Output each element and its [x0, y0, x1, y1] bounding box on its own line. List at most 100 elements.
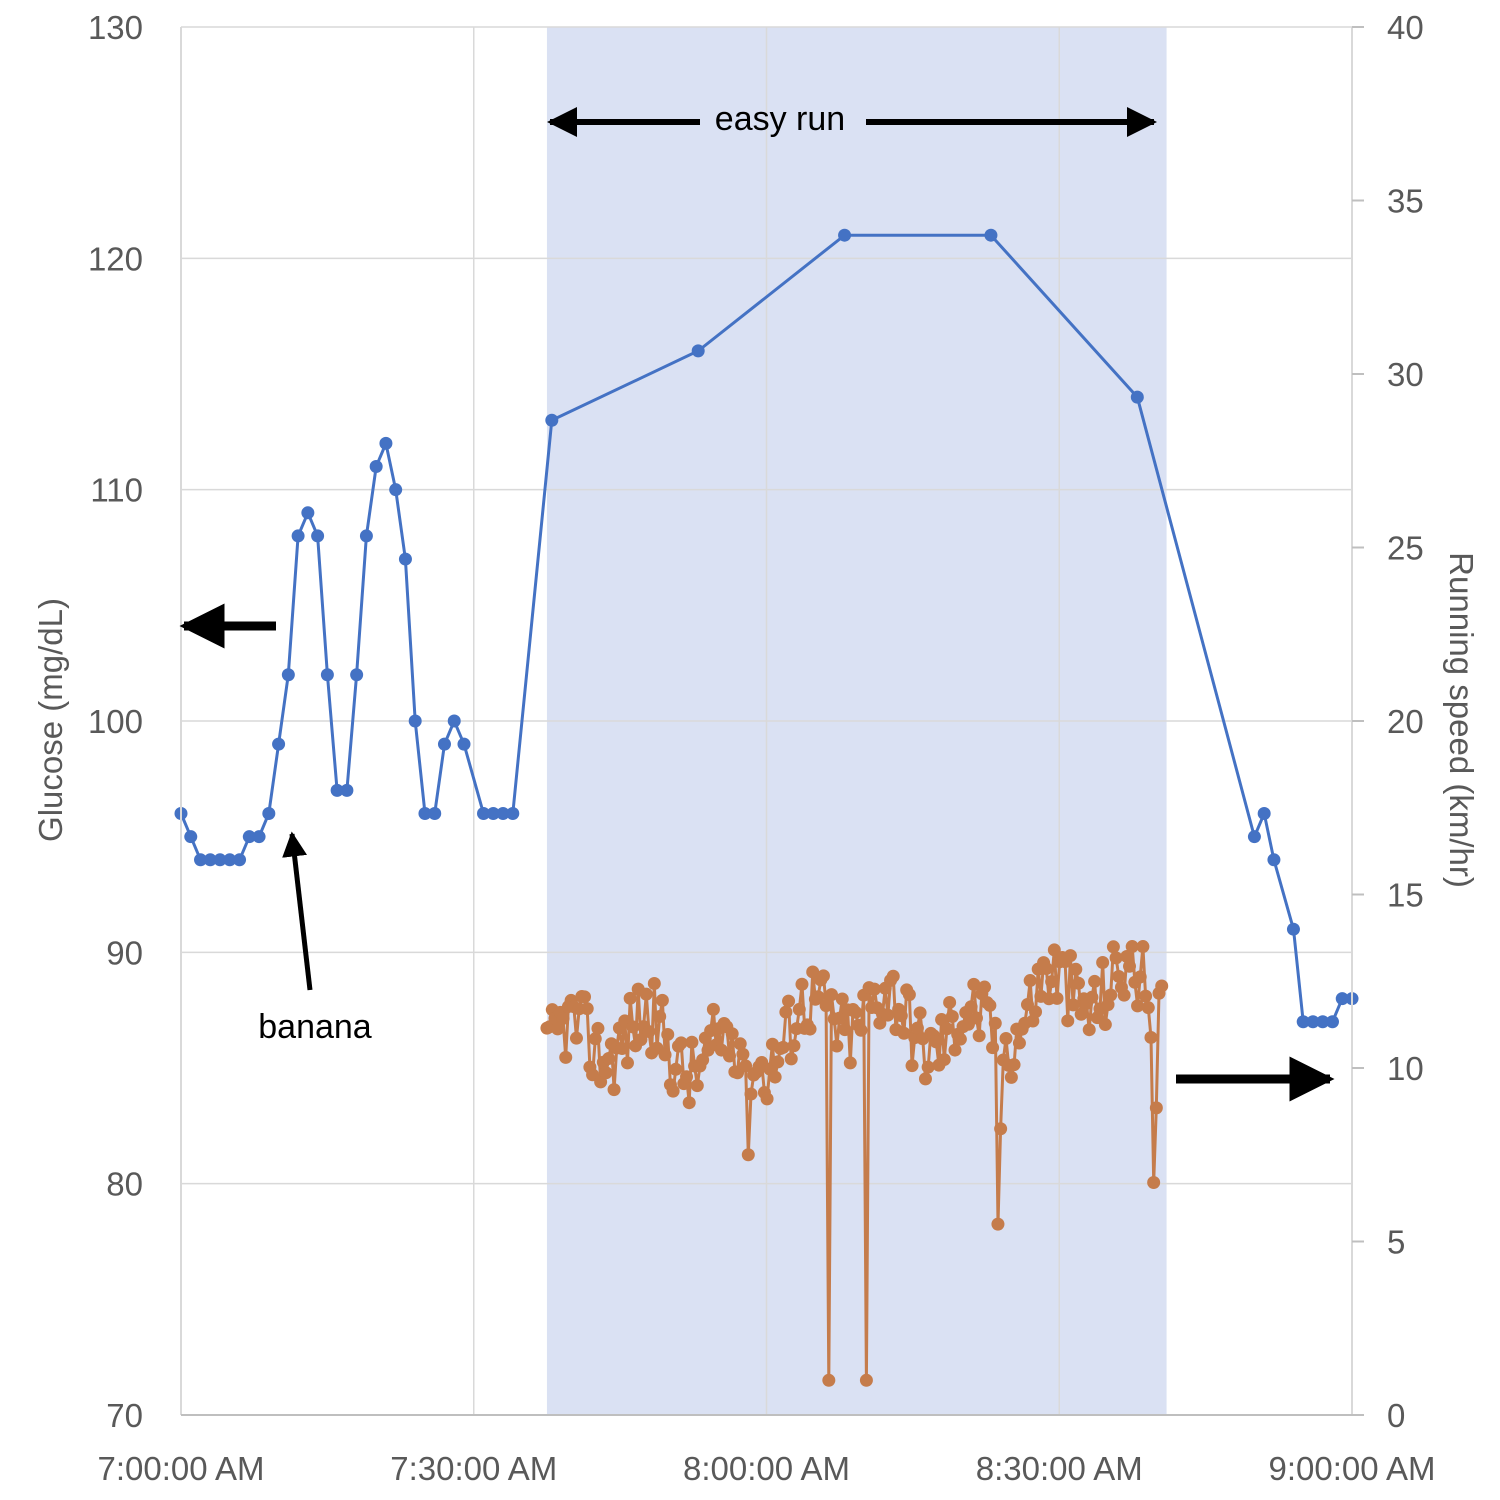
banana-arrow — [282, 831, 313, 991]
running-speed-point — [969, 1011, 983, 1025]
glucose-point — [418, 807, 432, 821]
running-speed-point — [937, 1053, 951, 1067]
running-speed-point — [615, 1042, 629, 1056]
running-speed-point — [599, 1066, 613, 1080]
glucose-point — [350, 668, 364, 682]
running-speed-point — [591, 1021, 605, 1035]
left-axis-tick-label: 100 — [88, 703, 143, 740]
running-speed-point — [940, 1022, 954, 1036]
glucose-point — [486, 807, 500, 821]
running-speed-point — [792, 1002, 806, 1016]
glucose-point — [408, 714, 422, 728]
running-speed-point — [690, 1079, 704, 1093]
glucose-point — [457, 737, 471, 751]
running-speed-point — [602, 1052, 616, 1066]
glucose-point — [447, 714, 461, 728]
glucose-point — [984, 228, 998, 242]
running-speed-point — [1085, 990, 1099, 1004]
running-speed-point — [1106, 940, 1120, 954]
running-speed-point — [1023, 974, 1037, 988]
glucose-point — [1257, 807, 1271, 821]
easy-run-label: easy run — [715, 100, 845, 138]
running-speed-point — [741, 1148, 755, 1162]
running-speed-point — [859, 1373, 873, 1387]
running-speed-point — [578, 990, 592, 1004]
running-speed-point — [972, 1029, 986, 1043]
running-speed-point — [913, 1006, 927, 1020]
x-axis-tick-label: 8:00:00 AM — [683, 1450, 850, 1487]
running-speed-point — [706, 1002, 720, 1016]
running-speed-point — [795, 977, 809, 991]
running-speed-point — [833, 1011, 847, 1025]
x-axis-tick-label: 9:00:00 AM — [1269, 1450, 1436, 1487]
running-speed-point — [623, 991, 637, 1005]
running-speed-point — [1141, 1001, 1155, 1015]
running-speed-point — [1074, 1007, 1088, 1021]
running-speed-point — [1063, 949, 1077, 963]
running-speed-point — [776, 1040, 790, 1054]
running-speed-point — [1045, 975, 1059, 989]
running-speed-point — [696, 1053, 710, 1067]
glucose-point — [223, 853, 237, 867]
running-speed-point — [1149, 1101, 1163, 1115]
running-speed-point — [580, 1002, 594, 1016]
glucose-point — [506, 807, 520, 821]
running-speed-point — [639, 987, 653, 1001]
glucose-point — [281, 668, 295, 682]
left-axis-tick-label: 80 — [106, 1166, 143, 1203]
running-speed-point — [1066, 998, 1080, 1012]
glucose-point — [1247, 830, 1261, 844]
running-speed-point — [1039, 961, 1053, 975]
running-speed-point — [945, 1009, 959, 1023]
running-speed-point — [647, 976, 661, 990]
running-speed-point — [1117, 988, 1131, 1002]
x-axis-tick-label: 8:30:00 AM — [976, 1450, 1143, 1487]
glucose-point — [1267, 853, 1281, 867]
running-speed-point — [733, 1037, 747, 1051]
glucose-point — [330, 783, 344, 797]
right-axis-tick-label: 30 — [1387, 356, 1424, 393]
running-speed-point — [722, 1049, 736, 1063]
running-speed-point — [964, 1000, 978, 1014]
running-speed-point — [999, 1032, 1013, 1046]
running-speed-point — [886, 969, 900, 983]
running-speed-point — [1131, 999, 1145, 1013]
glucose-point — [242, 830, 256, 844]
glucose-point — [398, 552, 412, 566]
glucose-point — [437, 737, 451, 751]
running-speed-point — [854, 1023, 868, 1037]
running-speed-point — [1155, 979, 1169, 993]
running-speed-point — [986, 1041, 1000, 1055]
glucose-point — [691, 344, 705, 358]
easy-run-annotation: easy run — [547, 100, 1157, 138]
running-speed-point — [816, 969, 830, 983]
running-speed-point — [843, 1056, 857, 1070]
running-speed-point — [626, 1020, 640, 1034]
running-speed-point — [620, 1056, 634, 1070]
running-speed-point — [838, 1023, 852, 1037]
glucose-point — [545, 413, 559, 427]
glucose-point — [1316, 1015, 1330, 1029]
running-speed-point — [760, 1092, 774, 1106]
glucose-point — [301, 506, 315, 520]
right-axis-tick-label: 25 — [1387, 530, 1424, 567]
right-axis-tick-label: 0 — [1387, 1397, 1405, 1434]
running-speed-point — [680, 1070, 694, 1084]
left-axis-tick-label: 70 — [106, 1397, 143, 1434]
running-speed-point — [634, 1033, 648, 1047]
x-axis-tick-label: 7:30:00 AM — [390, 1450, 557, 1487]
running-speed-point — [744, 1087, 758, 1101]
glucose-point — [272, 737, 286, 751]
running-speed-point — [894, 1009, 908, 1023]
left-axis-tick-label: 110 — [90, 472, 143, 509]
running-speed-point — [556, 1011, 570, 1025]
left-axis-tick-label: 130 — [88, 9, 143, 46]
running-speed-point — [1012, 1036, 1026, 1050]
running-speed-point — [1004, 1070, 1018, 1084]
running-speed-point — [902, 988, 916, 1002]
running-speed-point — [905, 1059, 919, 1073]
glucose-point — [1335, 992, 1349, 1006]
glucose-point — [184, 830, 198, 844]
running-speed-point — [658, 1048, 672, 1062]
